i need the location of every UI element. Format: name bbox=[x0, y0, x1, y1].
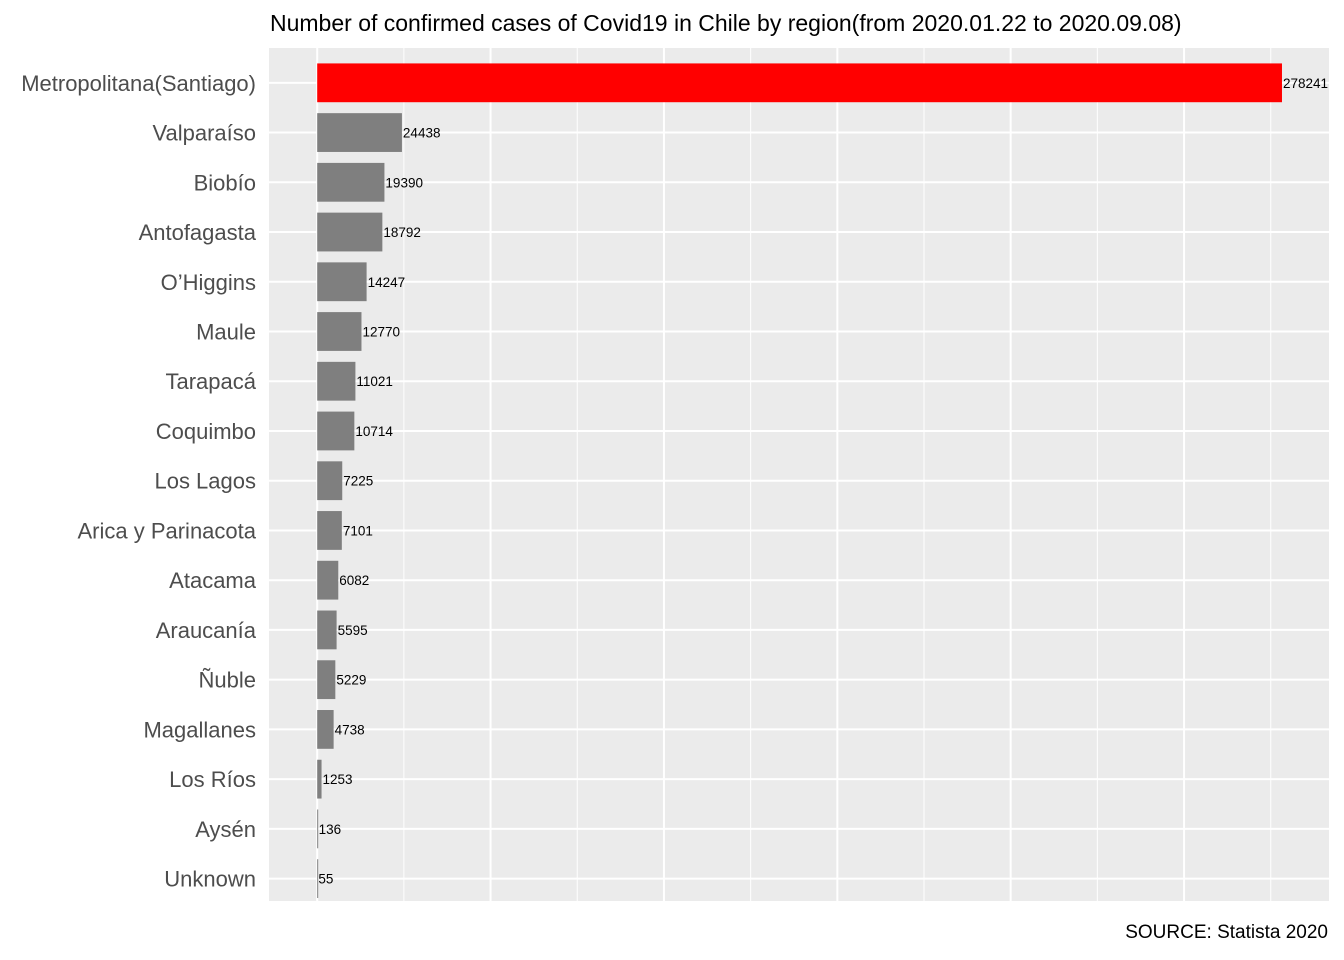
value-label: 7101 bbox=[343, 523, 373, 538]
category-label: Ñuble bbox=[199, 668, 256, 693]
category-label: Magallanes bbox=[143, 717, 256, 742]
bar-5 bbox=[317, 312, 362, 351]
category-label: Araucanía bbox=[156, 618, 257, 643]
value-label: 19390 bbox=[385, 175, 423, 190]
bar-2 bbox=[317, 162, 385, 202]
category-label: Atacama bbox=[169, 568, 257, 593]
category-label: Maule bbox=[196, 320, 256, 345]
value-label: 5595 bbox=[338, 623, 368, 638]
category-label: Coquimbo bbox=[156, 419, 256, 444]
category-label: Metropolitana(Santiago) bbox=[21, 71, 256, 96]
category-label: O’Higgins bbox=[161, 270, 256, 295]
value-label: 11021 bbox=[356, 374, 393, 389]
bar-4 bbox=[317, 262, 367, 302]
category-label: Los Lagos bbox=[154, 469, 256, 494]
value-label: 14247 bbox=[368, 275, 406, 290]
value-label: 7225 bbox=[343, 474, 373, 489]
bar-13 bbox=[317, 710, 334, 749]
value-label: 12770 bbox=[362, 325, 400, 340]
value-label: 5229 bbox=[336, 673, 366, 688]
value-label: 6082 bbox=[339, 573, 369, 588]
value-label: 10714 bbox=[355, 424, 393, 439]
bar-0 bbox=[317, 63, 1282, 103]
chart-caption: SOURCE: Statista 2020 bbox=[1125, 922, 1328, 943]
bar-1 bbox=[317, 113, 402, 152]
bar-12 bbox=[317, 660, 336, 700]
bar-16 bbox=[317, 859, 319, 899]
chart-title: Number of confirmed cases of Covid19 in … bbox=[270, 10, 1182, 36]
bar-14 bbox=[317, 759, 322, 799]
value-label: 24438 bbox=[403, 126, 441, 141]
bar-7 bbox=[317, 411, 355, 451]
category-label: Antofagasta bbox=[139, 220, 257, 245]
value-labels: 278241 24438 19390 18792 14247 12770 11021 1071… bbox=[318, 76, 1328, 887]
grid-lines bbox=[269, 48, 1329, 901]
bar-8 bbox=[317, 461, 343, 501]
category-label: Aysén bbox=[195, 817, 256, 842]
value-label: 18792 bbox=[383, 225, 421, 240]
category-label: Unknown bbox=[164, 867, 256, 892]
category-label: Biobío bbox=[194, 170, 256, 195]
category-label: Tarapacá bbox=[165, 369, 256, 394]
category-label: Valparaíso bbox=[152, 121, 256, 146]
bar-9 bbox=[317, 511, 342, 550]
category-labels: Metropolitana(Santiago) Valparaíso Biobío A… bbox=[21, 71, 257, 892]
value-label: 278241 bbox=[1283, 76, 1328, 91]
bar-6 bbox=[317, 361, 356, 401]
bar-10 bbox=[317, 560, 339, 600]
value-label: 136 bbox=[319, 822, 342, 837]
bar-3 bbox=[317, 212, 383, 252]
bar-15 bbox=[317, 809, 319, 849]
value-label: 4738 bbox=[335, 722, 365, 737]
bars bbox=[317, 63, 1282, 899]
value-label: 55 bbox=[318, 872, 333, 887]
category-label: Los Ríos bbox=[169, 767, 256, 792]
plot-panel bbox=[269, 48, 1329, 901]
bar-11 bbox=[317, 610, 337, 650]
value-label: 1253 bbox=[323, 772, 353, 787]
category-label: Arica y Parinacota bbox=[77, 518, 256, 543]
